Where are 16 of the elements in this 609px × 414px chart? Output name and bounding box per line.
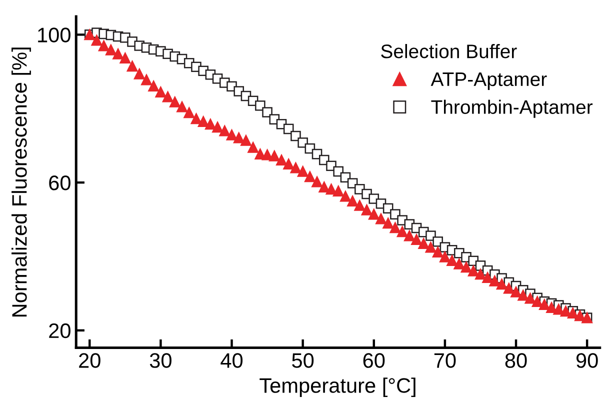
- x-tick-label: 30: [150, 353, 172, 368]
- x-tick-label: 70: [434, 353, 456, 368]
- x-tick-label: 20: [79, 353, 100, 368]
- x-tick-label: 90: [576, 353, 598, 368]
- x-axis-title: Temperature [°C]: [260, 378, 416, 398]
- legend-label: ATP-Aptamer: [430, 72, 547, 90]
- x-tick-label: 40: [220, 353, 243, 368]
- y-axis-title: Normalized Fluorescence [%]: [12, 48, 31, 316]
- legend-label: Thrombin-Aptamer: [431, 100, 593, 118]
- y-tick-label: 100: [38, 28, 70, 42]
- y-tick-label: 20: [49, 323, 70, 338]
- x-tick-label: 60: [363, 353, 385, 368]
- x-tick-label: 50: [292, 353, 314, 368]
- x-tick-label: 80: [505, 353, 527, 368]
- y-tick-label: 60: [49, 176, 70, 190]
- legend-title: Selection Buffer: [381, 44, 517, 58]
